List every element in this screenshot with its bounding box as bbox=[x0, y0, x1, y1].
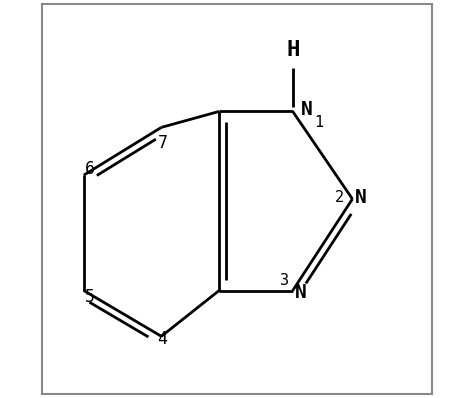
Text: 2: 2 bbox=[335, 189, 345, 205]
Text: N: N bbox=[301, 100, 312, 119]
Text: N: N bbox=[295, 283, 307, 302]
Text: 4: 4 bbox=[157, 330, 167, 348]
Text: 1: 1 bbox=[315, 115, 324, 130]
Text: H: H bbox=[286, 40, 300, 60]
Text: 6: 6 bbox=[85, 160, 95, 178]
Text: N: N bbox=[355, 187, 366, 207]
Text: 3: 3 bbox=[280, 273, 289, 288]
Text: 7: 7 bbox=[158, 134, 168, 152]
Text: 5: 5 bbox=[85, 287, 95, 306]
